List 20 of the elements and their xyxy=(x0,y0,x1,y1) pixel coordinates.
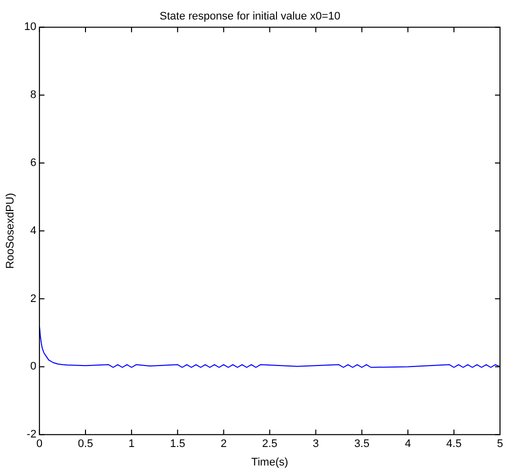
chart-title: State response for initial value x0=10 xyxy=(160,10,340,23)
y-tick-label: 0 xyxy=(30,360,36,373)
x-axis-title: Time(s) xyxy=(251,456,288,468)
x-tick-label: 2 xyxy=(220,438,227,450)
x-tick-label: 4.5 xyxy=(446,438,462,450)
y-tick-label: 10 xyxy=(24,21,36,34)
y-tick-label: 8 xyxy=(30,89,36,102)
y-tick-label: 2 xyxy=(30,292,36,305)
x-tick-label: 1 xyxy=(128,438,135,450)
y-tick-label: 6 xyxy=(30,157,36,170)
x-tick-label: 2.5 xyxy=(262,438,278,450)
x-tick-label: 3 xyxy=(312,438,319,450)
x-tick-label: 0.5 xyxy=(78,438,94,450)
x-tick-label: 3.5 xyxy=(354,438,370,450)
y-tick-label: -2 xyxy=(26,428,36,441)
y-tick-label: 4 xyxy=(30,224,36,237)
x-tick-label: 1.5 xyxy=(170,438,186,450)
x-tick-label: 5 xyxy=(496,438,504,450)
y-axis-title: RooSosexdPU) xyxy=(4,192,17,269)
x-tick-label: 4 xyxy=(404,438,411,450)
